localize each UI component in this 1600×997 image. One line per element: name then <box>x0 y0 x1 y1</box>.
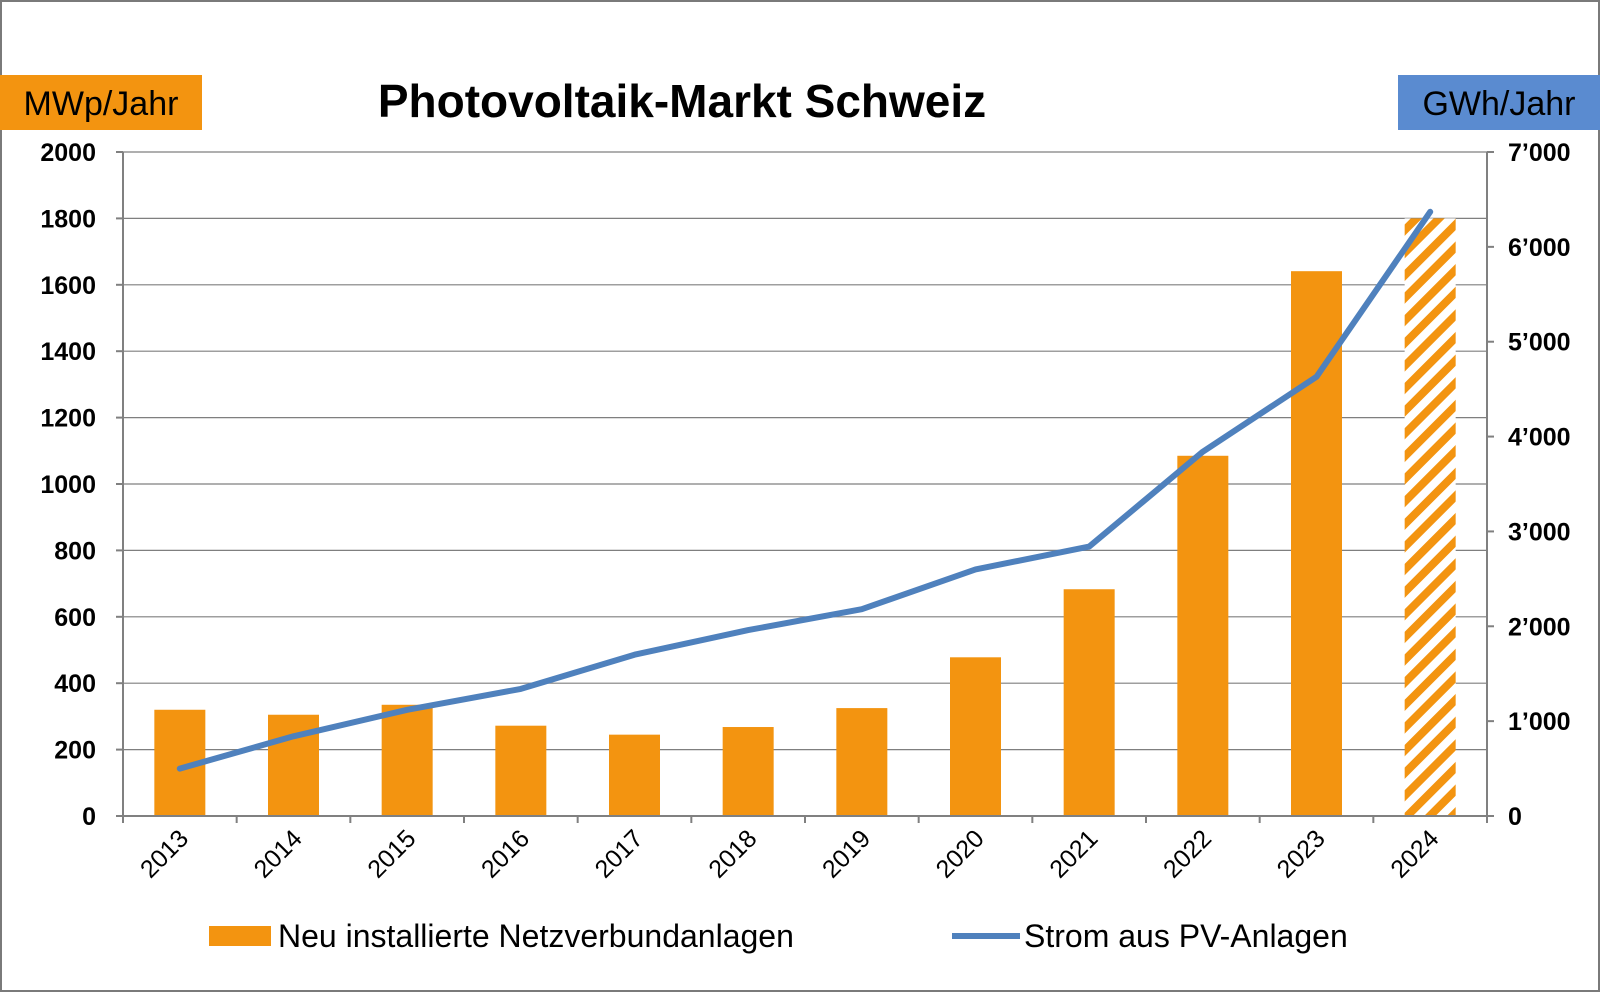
left-axis-tick-label: 1800 <box>40 205 96 233</box>
left-axis-tick-label: 1000 <box>40 471 96 499</box>
left-axis-tick-label: 200 <box>54 737 96 765</box>
left-axis-unit-label: MWp/Jahr <box>24 85 179 123</box>
legend: Neu installierte Netzverbundanlagen Stro… <box>209 918 1348 954</box>
legend-bar-swatch <box>209 926 271 946</box>
bar-2016 <box>495 725 547 816</box>
legend-line-label: Strom aus PV-Anlagen <box>1024 918 1348 954</box>
line-point-2014 <box>293 735 294 737</box>
bar-2018 <box>722 727 774 816</box>
bar-2021 <box>1063 589 1115 816</box>
right-axis-tick-label: 7’000 <box>1508 139 1571 167</box>
left-axis-tick-label: 0 <box>82 803 96 831</box>
bar-2017 <box>609 734 660 816</box>
right-axis-tick-label: 4’000 <box>1508 424 1571 452</box>
line-point-2022 <box>1202 451 1204 453</box>
bar-2022 <box>1177 455 1229 816</box>
bar-2024 <box>1404 218 1456 816</box>
left-axis-tick-label: 400 <box>54 670 96 698</box>
line-point-2023 <box>1316 376 1317 378</box>
left-axis-tick-label: 600 <box>54 604 96 632</box>
right-axis-tick-label: 1’000 <box>1508 708 1571 736</box>
line-point-2017 <box>634 654 635 656</box>
left-axis-tick-label: 1600 <box>40 272 96 300</box>
line-point-2013 <box>179 768 181 770</box>
line-point-2021 <box>1088 546 1090 548</box>
right-axis-unit-box <box>1398 75 1600 130</box>
right-axis-unit-label: GWh/Jahr <box>1422 85 1575 123</box>
left-axis-tick-label: 1200 <box>40 405 96 433</box>
chart-title: Photovoltaik-Markt Schweiz <box>378 75 986 127</box>
bar-series <box>154 218 1456 816</box>
line-point-2018 <box>747 629 749 631</box>
line-point-2016 <box>520 688 522 690</box>
bar-2023 <box>1291 271 1342 816</box>
bar-2015 <box>381 704 433 816</box>
bar-2020 <box>950 657 1001 816</box>
line-point-2015 <box>406 709 408 711</box>
line-point-2019 <box>861 608 863 610</box>
left-axis-tick-label: 2000 <box>40 139 96 167</box>
axes <box>116 151 1494 823</box>
right-axis-tick-label: 2’000 <box>1508 613 1571 641</box>
left-axis-unit-box <box>0 75 202 130</box>
left-axis-tick-label: 800 <box>54 537 96 565</box>
left-axis-tick-label: 1400 <box>40 338 96 366</box>
right-axis-tick-label: 5’000 <box>1508 329 1571 357</box>
legend-bar-label: Neu installierte Netzverbundanlagen <box>278 918 794 954</box>
right-axis-tick-label: 0 <box>1508 803 1522 831</box>
line-strom-aus-pv <box>176 208 1434 772</box>
line-series <box>176 208 1434 772</box>
line-point-2024 <box>1429 211 1431 213</box>
bar-2019 <box>836 708 888 816</box>
right-axis-tick-label: 3’000 <box>1508 518 1571 546</box>
right-axis-tick-label: 6’000 <box>1508 234 1571 262</box>
line-point-2020 <box>975 568 976 570</box>
